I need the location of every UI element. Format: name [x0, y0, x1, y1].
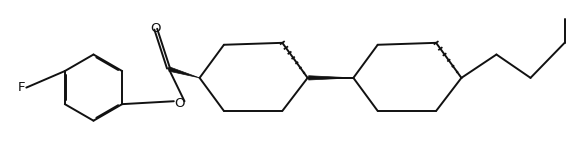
Polygon shape: [309, 76, 353, 80]
Text: F: F: [18, 81, 25, 94]
Text: O: O: [151, 22, 161, 35]
Polygon shape: [169, 67, 199, 78]
Text: O: O: [174, 97, 185, 110]
